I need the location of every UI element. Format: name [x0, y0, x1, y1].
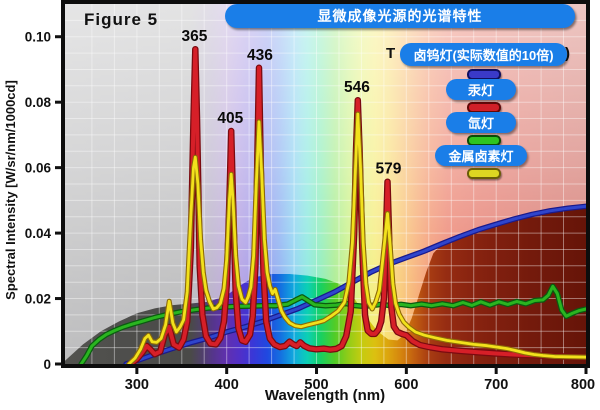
svg-text:0.04: 0.04	[25, 226, 52, 241]
peak-labels: 365 405 436 546 579	[181, 28, 401, 178]
plot-border	[61, 0, 590, 368]
svg-text:405: 405	[217, 110, 243, 127]
y-axis-title: Spectral Intensity [W/sr/nm/1000cd]	[3, 80, 18, 300]
x-axis-tick-labels: 300 400 500 600 700 800	[125, 377, 595, 393]
figure-label: Figure 5	[84, 10, 159, 29]
svg-text:800: 800	[571, 377, 595, 393]
y-axis-tick-labels: 0 0.02 0.04 0.06 0.08 0.10	[25, 30, 52, 372]
curve-metal_halide	[126, 111, 588, 364]
legend-text-artifact-t: T	[386, 45, 396, 62]
saturated-band	[65, 206, 586, 364]
svg-text:500: 500	[304, 377, 328, 393]
chart-title-banner: 显微成像光源的光谱特性	[225, 4, 575, 28]
svg-text:0.06: 0.06	[25, 161, 52, 176]
legend-item-mercury: 汞灯	[446, 79, 516, 100]
svg-text:0: 0	[43, 357, 51, 372]
legend-item-metal-halide: 金属卤素灯	[435, 145, 527, 166]
svg-text:700: 700	[484, 377, 508, 393]
svg-text:0.08: 0.08	[25, 95, 52, 110]
curve-mercury	[127, 45, 588, 364]
svg-text:400: 400	[215, 377, 239, 393]
svg-text:436: 436	[247, 47, 273, 64]
legend-item-xenon: 氙灯	[446, 112, 516, 133]
legend-text-artifact-paren: )	[565, 45, 570, 62]
svg-text:0.02: 0.02	[25, 292, 51, 307]
x-axis-title: Wavelength (nm)	[264, 387, 386, 404]
svg-text:600: 600	[394, 377, 418, 393]
svg-text:0.10: 0.10	[25, 30, 51, 45]
x-axis-ticks	[135, 366, 588, 374]
svg-text:579: 579	[375, 161, 401, 178]
y-axis-ticks	[55, 35, 62, 366]
svg-text:365: 365	[181, 28, 207, 45]
legend-item-halogen: 卤钨灯(实际数值的10倍)	[400, 43, 567, 66]
curve-xenon	[78, 283, 588, 364]
svg-text:300: 300	[125, 377, 149, 393]
svg-text:546: 546	[344, 79, 370, 96]
legend-swatch-metal-halide	[467, 168, 501, 179]
